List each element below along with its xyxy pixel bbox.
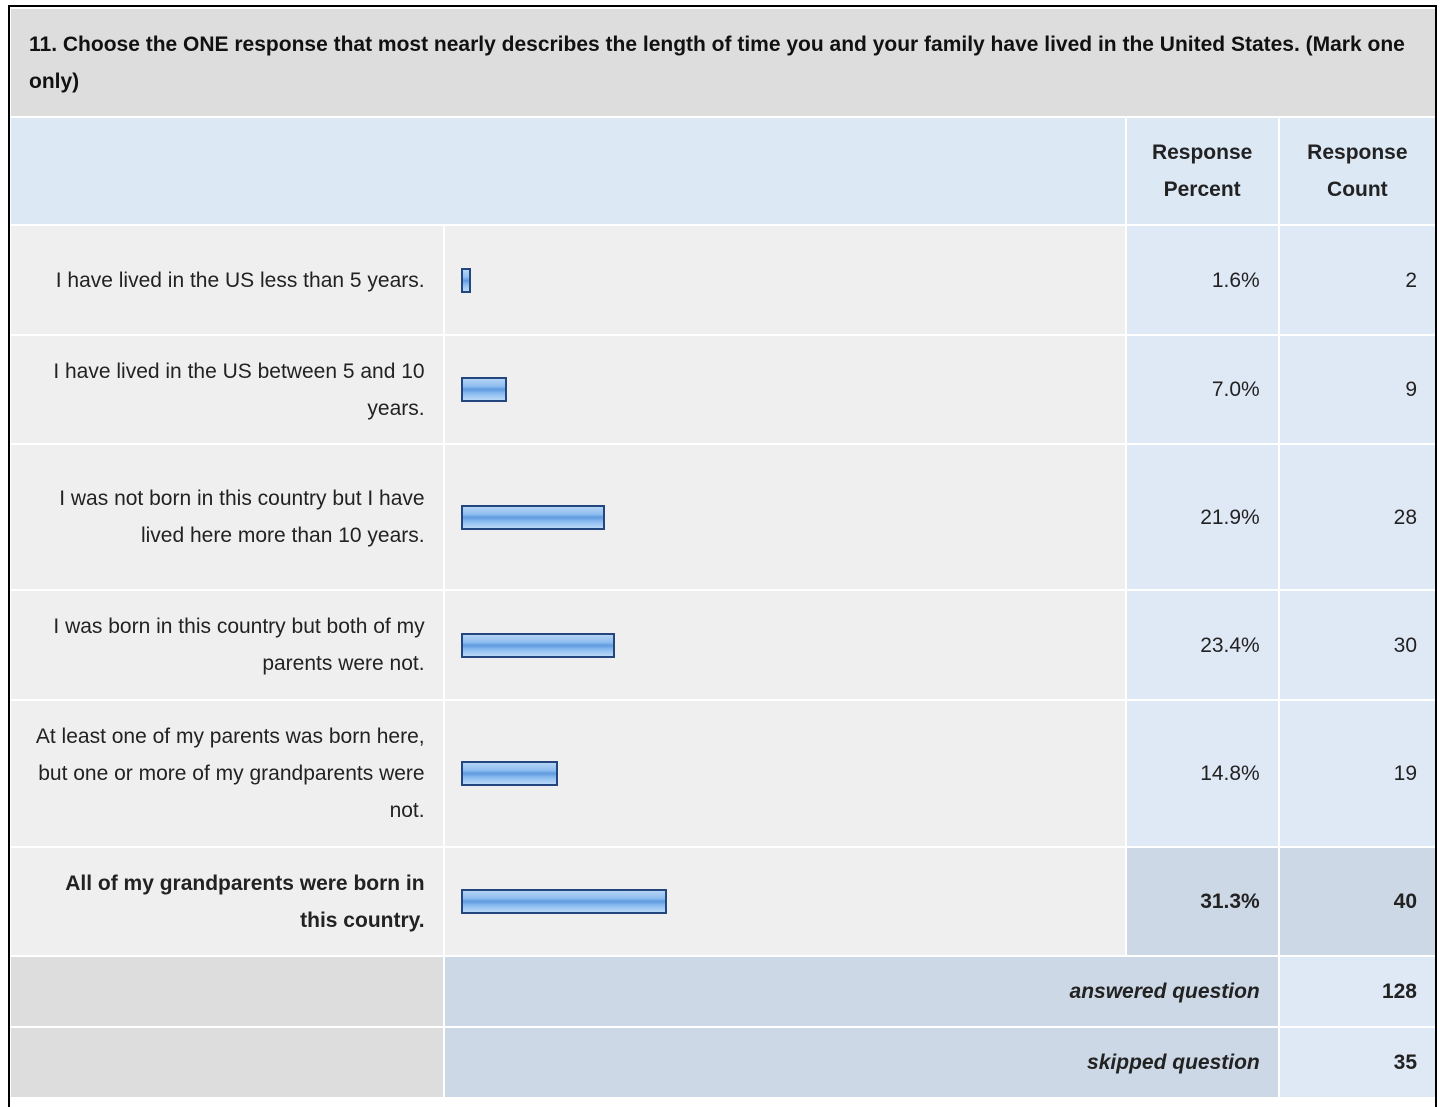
- answered-count: 128: [1279, 957, 1435, 1026]
- response-percent: 7.0%: [1126, 336, 1278, 443]
- header-blank: [11, 118, 1125, 224]
- header-percent: Response Percent: [1126, 118, 1278, 224]
- bar-cell: [444, 591, 1125, 699]
- response-count: 40: [1279, 848, 1435, 955]
- skipped-count: 35: [1279, 1028, 1435, 1097]
- bar: [460, 377, 507, 402]
- bar-cell: [444, 445, 1125, 589]
- response-count: 30: [1279, 591, 1435, 699]
- bar-cell: [444, 336, 1125, 443]
- response-percent: 23.4%: [1126, 591, 1278, 699]
- survey-frame: 11. Choose the ONE response that most ne…: [8, 5, 1437, 1107]
- bar-cell: [444, 701, 1125, 846]
- bar-cell: [444, 226, 1125, 334]
- response-percent: 31.3%: [1126, 848, 1278, 955]
- skipped-label: skipped question: [444, 1028, 1278, 1097]
- bar: [460, 267, 472, 293]
- question-title: 11. Choose the ONE response that most ne…: [11, 9, 1435, 116]
- footer-blank: [11, 1028, 443, 1097]
- answer-label: I have lived in the US less than 5 years…: [11, 226, 443, 334]
- response-percent: 21.9%: [1126, 445, 1278, 589]
- answer-label: I was not born in this country but I hav…: [11, 445, 443, 589]
- answer-row: I have lived in the US between 5 and 10 …: [11, 336, 1435, 443]
- answer-label: At least one of my parents was born here…: [11, 701, 443, 846]
- answer-label: I was born in this country but both of m…: [11, 591, 443, 699]
- survey-table: 11. Choose the ONE response that most ne…: [9, 7, 1437, 1099]
- response-count: 9: [1279, 336, 1435, 443]
- answer-label: I have lived in the US between 5 and 10 …: [11, 336, 443, 443]
- response-percent: 1.6%: [1126, 226, 1278, 334]
- header-count: Response Count: [1279, 118, 1435, 224]
- response-count: 2: [1279, 226, 1435, 334]
- answer-row: At least one of my parents was born here…: [11, 701, 1435, 846]
- response-percent: 14.8%: [1126, 701, 1278, 846]
- answer-row: I have lived in the US less than 5 years…: [11, 226, 1435, 334]
- response-count: 28: [1279, 445, 1435, 589]
- answered-label: answered question: [444, 957, 1278, 1026]
- response-count: 19: [1279, 701, 1435, 846]
- skipped-row: skipped question 35: [11, 1028, 1435, 1097]
- answer-row: I was born in this country but both of m…: [11, 591, 1435, 699]
- answer-label: All of my grandparents were born in this…: [11, 848, 443, 955]
- bar: [460, 632, 616, 658]
- answered-row: answered question 128: [11, 957, 1435, 1026]
- answer-row: All of my grandparents were born in this…: [11, 848, 1435, 955]
- bar: [460, 761, 559, 786]
- answer-row: I was not born in this country but I hav…: [11, 445, 1435, 589]
- bar-cell: [444, 848, 1125, 955]
- bar: [460, 889, 668, 914]
- footer-blank: [11, 957, 443, 1026]
- bar: [460, 504, 606, 530]
